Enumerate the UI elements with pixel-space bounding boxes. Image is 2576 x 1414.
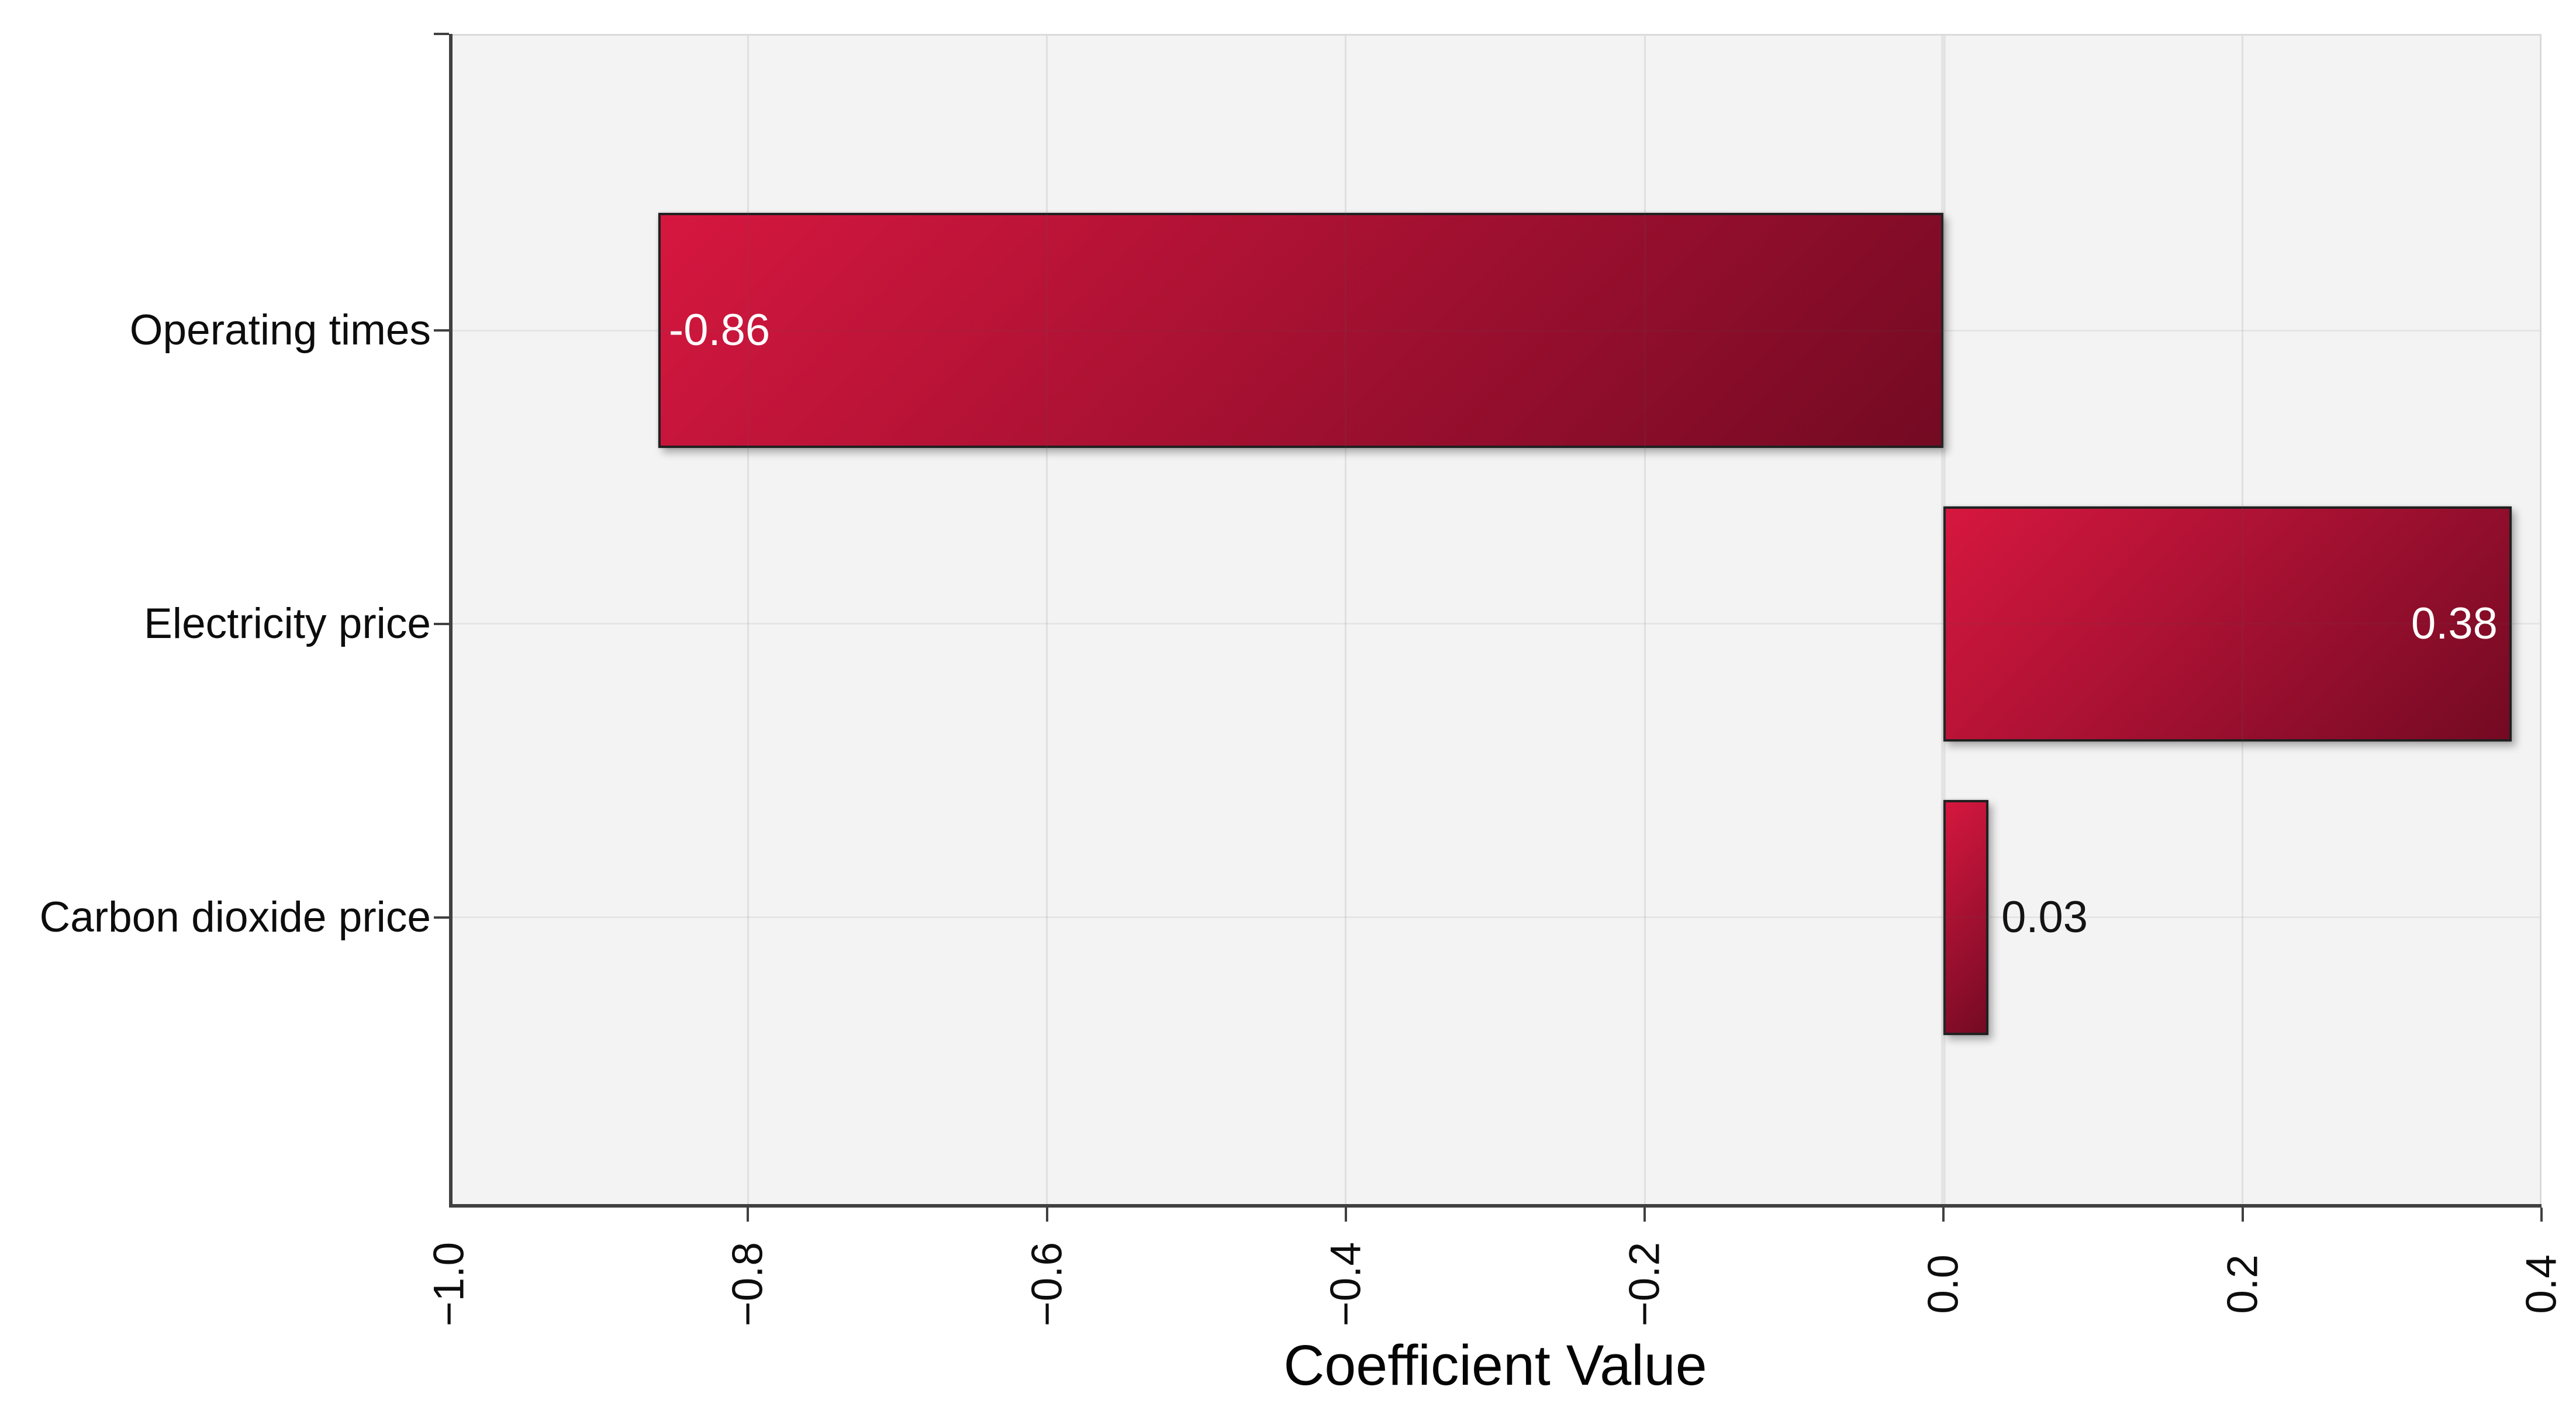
gridline-vertical	[1345, 34, 1347, 1208]
gridline-vertical	[2242, 34, 2244, 1208]
bar-carbon-dioxide-price	[1943, 799, 1989, 1035]
y-tick-mark	[434, 916, 449, 919]
x-tick-mark	[2241, 1208, 2244, 1222]
x-tick-mark	[1643, 1208, 1646, 1222]
gridline-vertical	[1046, 34, 1048, 1208]
zero-gridline	[1941, 34, 1946, 1208]
bar-value-label: 0.03	[2001, 892, 2088, 942]
y-axis-category-label-operating-times: Operating times	[129, 306, 431, 354]
x-tick-label: −0.4	[1322, 1241, 1370, 1327]
x-tick-label: −0.8	[724, 1241, 772, 1327]
x-tick-label: 0.2	[2219, 1254, 2267, 1314]
x-tick-label: −1.0	[425, 1241, 473, 1327]
x-tick-mark	[1045, 1208, 1048, 1222]
x-axis-spine	[449, 1204, 2542, 1208]
plot-border-top	[449, 34, 2542, 36]
y-tick-mark	[434, 329, 449, 332]
gridline-horizontal	[449, 329, 2542, 332]
y-tick-mark	[434, 622, 449, 625]
x-tick-mark	[2540, 1208, 2543, 1222]
bar-value-label: 0.38	[2411, 598, 2498, 649]
x-tick-label: 0.4	[2518, 1254, 2565, 1314]
gridline-vertical	[1643, 34, 1646, 1208]
y-axis-category-label-electricity-price: Electricity price	[144, 599, 431, 647]
x-tick-label: −0.6	[1023, 1241, 1071, 1327]
gridline-horizontal	[449, 916, 2542, 919]
bar-value-label: -0.86	[668, 305, 771, 356]
y-axis-spine	[449, 34, 453, 1208]
x-tick-label: 0.0	[1919, 1254, 1967, 1314]
x-axis-title: Coefficient Value	[1283, 1333, 1707, 1397]
x-tick-mark	[1344, 1208, 1347, 1222]
gridline-horizontal	[449, 623, 2542, 625]
plot-border-right	[2540, 34, 2542, 1208]
bar-electricity-price	[1943, 506, 2512, 742]
plot-area: -0.86 0.38 0.03	[449, 34, 2542, 1208]
y-axis-top-tick	[434, 33, 449, 35]
x-tick-mark	[747, 1208, 750, 1222]
x-tick-mark	[1942, 1208, 1945, 1222]
y-axis-category-label-carbon-dioxide-price: Carbon dioxide price	[39, 893, 431, 941]
bar-operating-times	[658, 213, 1944, 449]
x-tick-label: −0.2	[1621, 1241, 1669, 1327]
gridline-vertical	[747, 34, 749, 1208]
